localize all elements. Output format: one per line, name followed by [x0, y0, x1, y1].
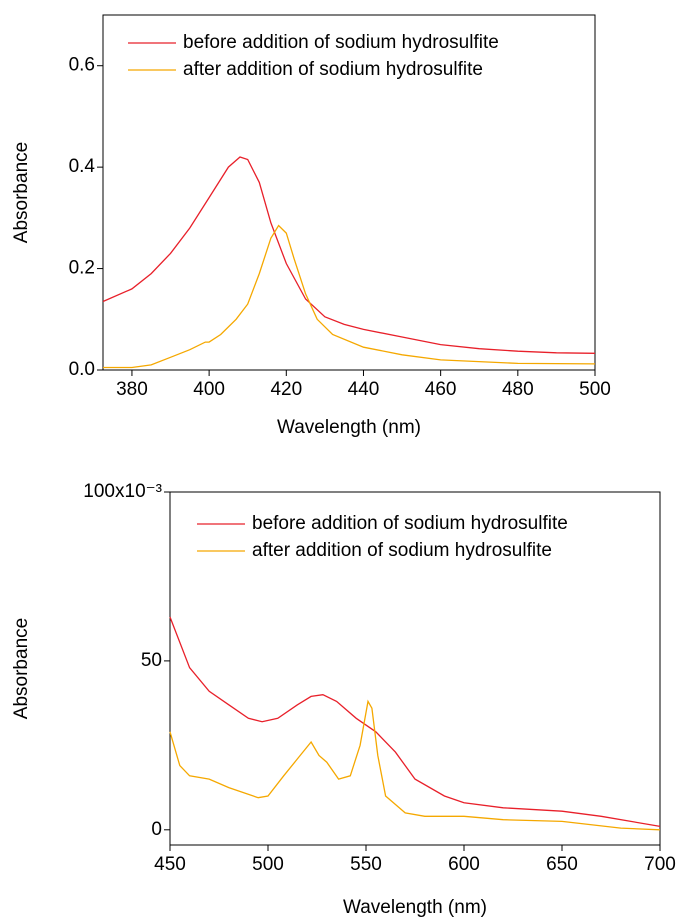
data-line [169, 616, 661, 828]
x-axis-label: Wavelength (nm) [343, 897, 487, 918]
x-tick-label: 500 [252, 854, 284, 875]
x-tick-label: 500 [579, 379, 611, 400]
legend-label: after addition of sodium hydrosulfite [252, 540, 552, 561]
legend-label: before addition of sodium hydrosulfite [252, 513, 568, 534]
y-tick-label: 100x10⁻³ [83, 481, 162, 502]
x-tick-label: 450 [154, 854, 186, 875]
x-tick-label: 550 [350, 854, 382, 875]
plot-frame [169, 491, 661, 846]
x-tick-label: 460 [425, 379, 457, 400]
x-tick-label: 700 [644, 854, 676, 875]
x-tick-label: 400 [193, 379, 225, 400]
x-tick-label: 600 [448, 854, 480, 875]
y-axis-label: Absorbance [11, 142, 32, 243]
x-axis-label: Wavelength (nm) [277, 417, 421, 438]
y-tick-label: 0.0 [69, 359, 95, 380]
y-tick-label: 50 [141, 650, 162, 671]
y-tick-label: 0.6 [69, 55, 95, 76]
x-tick-label: 480 [502, 379, 534, 400]
y-tick-label: 0.2 [69, 258, 95, 279]
y-tick-label: 0 [151, 819, 162, 840]
y-tick-label: 0.4 [69, 156, 96, 177]
y-axis-label: Absorbance [11, 618, 32, 719]
legend-label: before addition of sodium hydrosulfite [183, 32, 499, 53]
legend-label: after addition of sodium hydrosulfite [183, 59, 483, 80]
data-line [103, 224, 596, 369]
x-tick-label: 380 [116, 379, 148, 400]
x-tick-label: 650 [546, 854, 578, 875]
x-tick-label: 420 [270, 379, 302, 400]
data-line [102, 156, 596, 354]
data-line [169, 699, 661, 831]
plot-frame [102, 14, 596, 371]
x-tick-label: 440 [348, 379, 380, 400]
